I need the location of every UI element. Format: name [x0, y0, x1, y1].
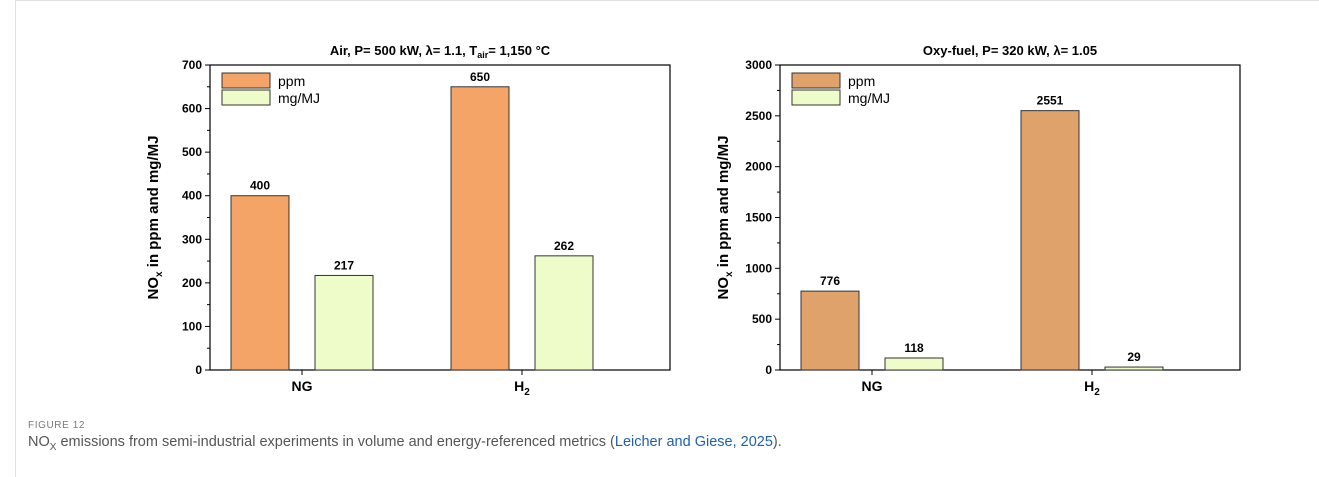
y-tick-label: 0	[195, 363, 202, 377]
x-tick-label-sub: 2	[1094, 387, 1100, 398]
bar-h-mgmj	[534, 255, 594, 371]
x-tick-label: H2	[1084, 378, 1100, 398]
y-tick-label: 300	[182, 232, 202, 246]
x-tick-label-sub: 2	[524, 387, 530, 398]
bar-h-ppm	[1020, 110, 1080, 371]
y-tick-label: 1000	[745, 261, 772, 275]
y-tick-label: 1500	[745, 211, 772, 225]
y-tick-label: 500	[182, 145, 202, 159]
legend-swatch-ppm	[221, 72, 271, 89]
y-axis-label-sub: x	[724, 271, 735, 277]
bar-ng-mgmj	[884, 357, 944, 371]
legend-label: ppm	[278, 73, 305, 89]
chart-air: Air, P= 500 kW, λ= 1.1, Tair= 1,150 °C 0 1…	[145, 43, 671, 398]
bar-ng-mgmj	[314, 274, 374, 371]
data-label: 262	[554, 239, 574, 253]
y-axis-label-post: in ppm and mg/MJ	[145, 136, 162, 272]
y-tick-label: 600	[182, 102, 202, 116]
data-label: 2551	[1037, 94, 1064, 108]
chart-title-post: = 1,150 °C	[488, 43, 551, 58]
x-tick-label: H2	[514, 378, 530, 398]
chart-oxy-fuel: Oxy-fuel, P= 320 kW, λ= 1.05 0 500 1000 1500…	[715, 43, 1241, 398]
caption-pre: NO	[28, 434, 50, 450]
bar-ng-ppm	[800, 290, 860, 371]
y-tick-label: 500	[752, 312, 772, 326]
chart-title-main: Air, P= 500 kW, λ= 1.1, T	[330, 43, 477, 58]
y-tick-label: 3000	[745, 58, 772, 72]
y-axis-label-main: NO	[715, 277, 732, 300]
y-tick-label: 2000	[745, 160, 772, 174]
x-tick-label-main: H	[1084, 378, 1094, 394]
x-tick-label: NG	[292, 378, 313, 394]
chart-title-main: Oxy-fuel, P= 320 kW, λ= 1.05	[923, 43, 1097, 58]
x-tick-label: NG	[862, 378, 883, 394]
y-tick-label: 0	[765, 363, 772, 377]
y-tick-label: 2500	[745, 109, 772, 123]
caption-post: ).	[772, 434, 782, 450]
y-axis-label: NOx in ppm and mg/MJ	[145, 136, 165, 300]
legend-label: ppm	[848, 73, 875, 89]
data-label: 29	[1127, 350, 1141, 364]
caption-mid: emissions from semi-industrial experimen…	[56, 434, 615, 450]
legend-swatch-mgmj	[221, 89, 271, 106]
legend-label: mg/MJ	[278, 90, 320, 106]
figure-label: FIGURE 12	[28, 420, 86, 431]
y-axis-label-main: NO	[145, 277, 162, 300]
y-axis-label-post: in ppm and mg/MJ	[715, 136, 732, 272]
data-label: 776	[820, 274, 840, 288]
legend-swatch-ppm	[791, 72, 841, 89]
y-axis-label: NOx in ppm and mg/MJ	[715, 136, 735, 300]
figure-caption: FIGURE 12 NOX emissions from semi-indust…	[28, 420, 1298, 453]
data-label: 400	[250, 179, 270, 193]
x-tick-label-main: H	[514, 378, 524, 394]
caption-sub: X	[49, 441, 57, 453]
x-tick-label-main: NG	[292, 378, 313, 394]
chart-title: Oxy-fuel, P= 320 kW, λ= 1.05	[923, 43, 1097, 58]
chart-title: Air, P= 500 kW, λ= 1.1, Tair= 1,150 °C	[330, 43, 551, 60]
y-tick-label: 200	[182, 276, 202, 290]
x-tick-label-main: NG	[862, 378, 883, 394]
data-label: 217	[334, 258, 354, 272]
y-tick-label: 400	[182, 189, 202, 203]
data-label: 650	[470, 70, 490, 84]
data-label: 118	[904, 341, 924, 355]
y-axis-label-sub: x	[154, 271, 165, 277]
y-tick-label: 700	[182, 58, 202, 72]
figure-frame	[15, 0, 1319, 477]
bar-ng-ppm	[230, 195, 290, 371]
chart-title-sub: air	[477, 50, 489, 60]
y-tick-label: 100	[182, 319, 202, 333]
legend-swatch-mgmj	[791, 89, 841, 106]
bar-h-ppm	[450, 86, 510, 371]
figure-caption-text: NOX emissions from semi-industrial exper…	[28, 434, 1298, 453]
bar-h-mgmj	[1104, 366, 1164, 371]
legend-label: mg/MJ	[848, 90, 890, 106]
citation-link[interactable]: Leicher and Giese, 2025	[614, 434, 773, 450]
